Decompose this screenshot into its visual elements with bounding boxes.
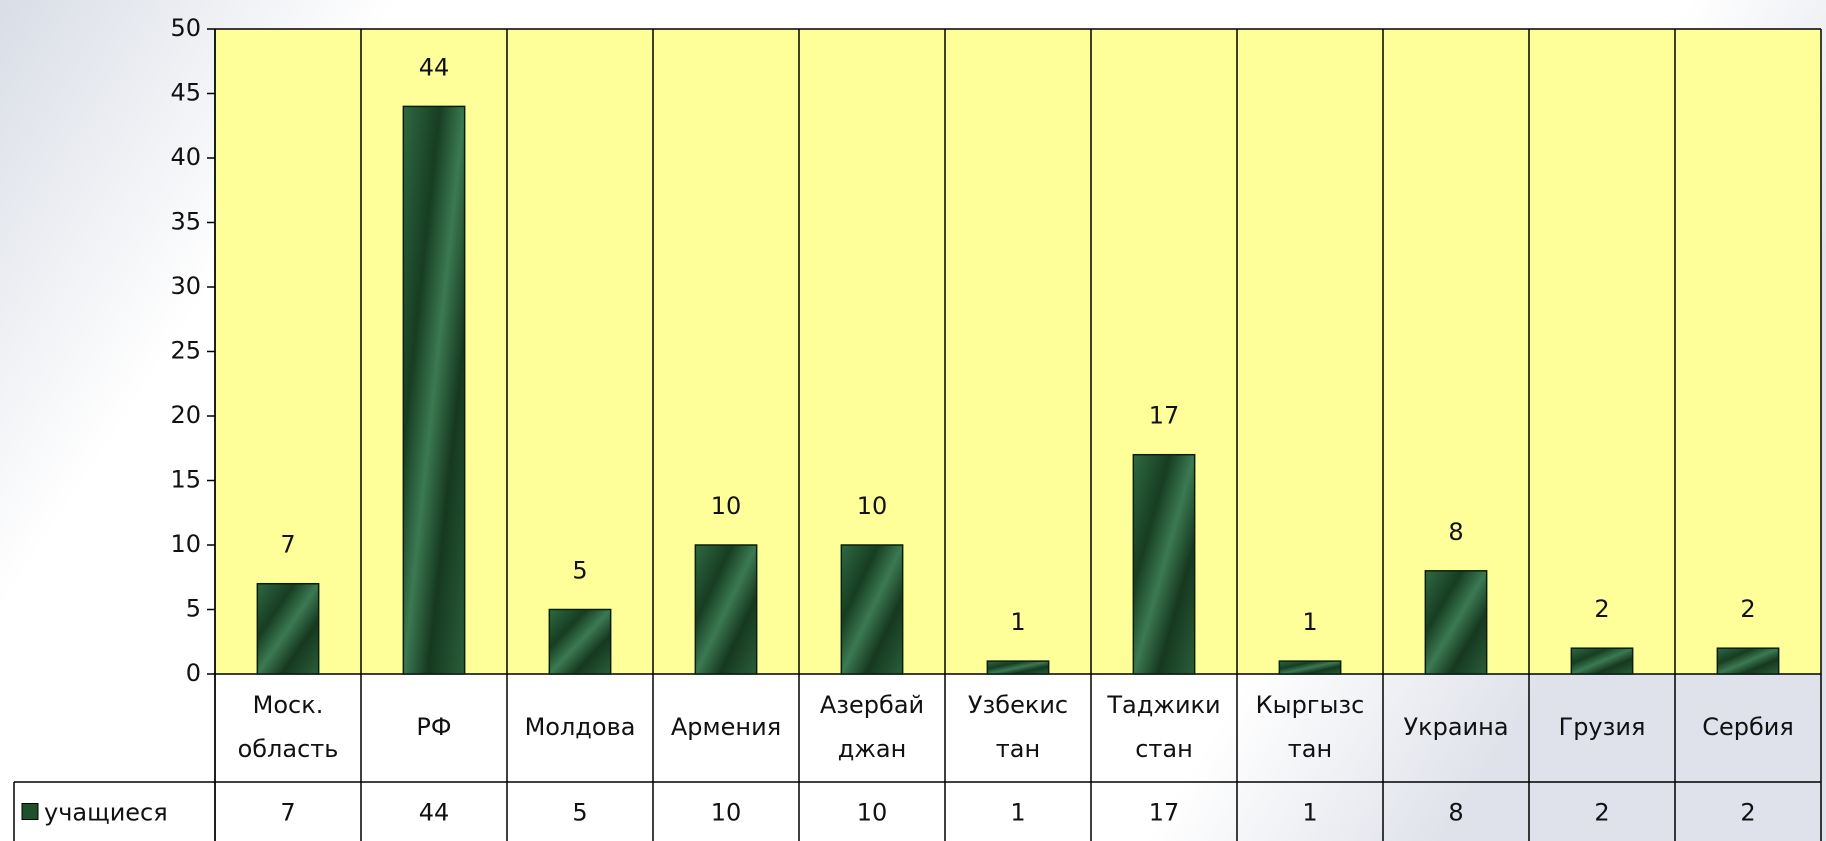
x-tick-label: область bbox=[238, 735, 339, 763]
bar bbox=[256, 582, 320, 675]
table-value: 1 bbox=[1302, 799, 1317, 827]
data-label: 7 bbox=[280, 531, 295, 559]
x-tick-label: тан bbox=[996, 735, 1040, 763]
x-tick-label: Кыргызс bbox=[1256, 691, 1365, 719]
table-value: 17 bbox=[1149, 799, 1180, 827]
x-tick-label: Сербия bbox=[1702, 713, 1794, 741]
y-tick-label: 0 bbox=[186, 659, 201, 687]
data-label: 8 bbox=[1448, 518, 1463, 546]
x-tick-label: Таджики bbox=[1106, 691, 1220, 719]
y-tick-label: 10 bbox=[170, 530, 201, 558]
x-tick-label: Молдова bbox=[525, 713, 636, 741]
legend-key bbox=[21, 803, 39, 820]
x-tick-label: Узбекис bbox=[968, 691, 1068, 719]
x-tick-label: Армения bbox=[671, 713, 781, 741]
table-value: 44 bbox=[419, 799, 450, 827]
data-label: 10 bbox=[857, 492, 888, 520]
bar bbox=[1716, 647, 1780, 675]
data-label: 17 bbox=[1149, 402, 1180, 430]
bar bbox=[1132, 453, 1196, 675]
bar bbox=[840, 544, 904, 675]
bar bbox=[1570, 647, 1634, 675]
bar bbox=[694, 544, 758, 675]
x-tick-label: джан bbox=[838, 735, 907, 763]
bar bbox=[1278, 660, 1342, 675]
data-label: 2 bbox=[1594, 595, 1609, 623]
x-tick-label: стан bbox=[1135, 735, 1193, 763]
x-tick-label: Грузия bbox=[1559, 713, 1646, 741]
table-value: 7 bbox=[280, 799, 295, 827]
x-tick-label: Азербай bbox=[820, 691, 924, 719]
table-value: 2 bbox=[1594, 799, 1609, 827]
data-label: 10 bbox=[711, 492, 742, 520]
x-tick-label: Украина bbox=[1403, 713, 1508, 741]
y-tick-label: 40 bbox=[170, 143, 201, 171]
legend-label: учащиеся bbox=[44, 799, 168, 827]
data-label: 44 bbox=[419, 53, 450, 81]
table-value: 10 bbox=[711, 799, 742, 827]
table-value: 8 bbox=[1448, 799, 1463, 827]
data-label: 5 bbox=[572, 557, 587, 585]
plot-area bbox=[215, 29, 1821, 674]
y-tick-label: 5 bbox=[186, 595, 201, 623]
data-label: 1 bbox=[1010, 608, 1025, 636]
table-value: 10 bbox=[857, 799, 888, 827]
bar bbox=[548, 608, 612, 675]
table-value: 2 bbox=[1740, 799, 1755, 827]
y-tick-label: 35 bbox=[170, 208, 201, 236]
data-label: 2 bbox=[1740, 595, 1755, 623]
data-label: 1 bbox=[1302, 608, 1317, 636]
bar bbox=[402, 105, 466, 675]
x-tick-label: Моск. bbox=[253, 691, 324, 719]
y-tick-label: 30 bbox=[170, 272, 201, 300]
x-tick-label: тан bbox=[1288, 735, 1332, 763]
bar bbox=[1424, 570, 1488, 675]
x-tick-label: РФ bbox=[416, 713, 451, 741]
y-tick-label: 50 bbox=[170, 14, 201, 42]
bar bbox=[986, 660, 1050, 675]
y-tick-label: 15 bbox=[170, 466, 201, 494]
table-value: 1 bbox=[1010, 799, 1025, 827]
table-value: 5 bbox=[572, 799, 587, 827]
y-tick-label: 20 bbox=[170, 401, 201, 429]
y-tick-label: 45 bbox=[170, 79, 201, 107]
y-tick-label: 25 bbox=[170, 337, 201, 365]
